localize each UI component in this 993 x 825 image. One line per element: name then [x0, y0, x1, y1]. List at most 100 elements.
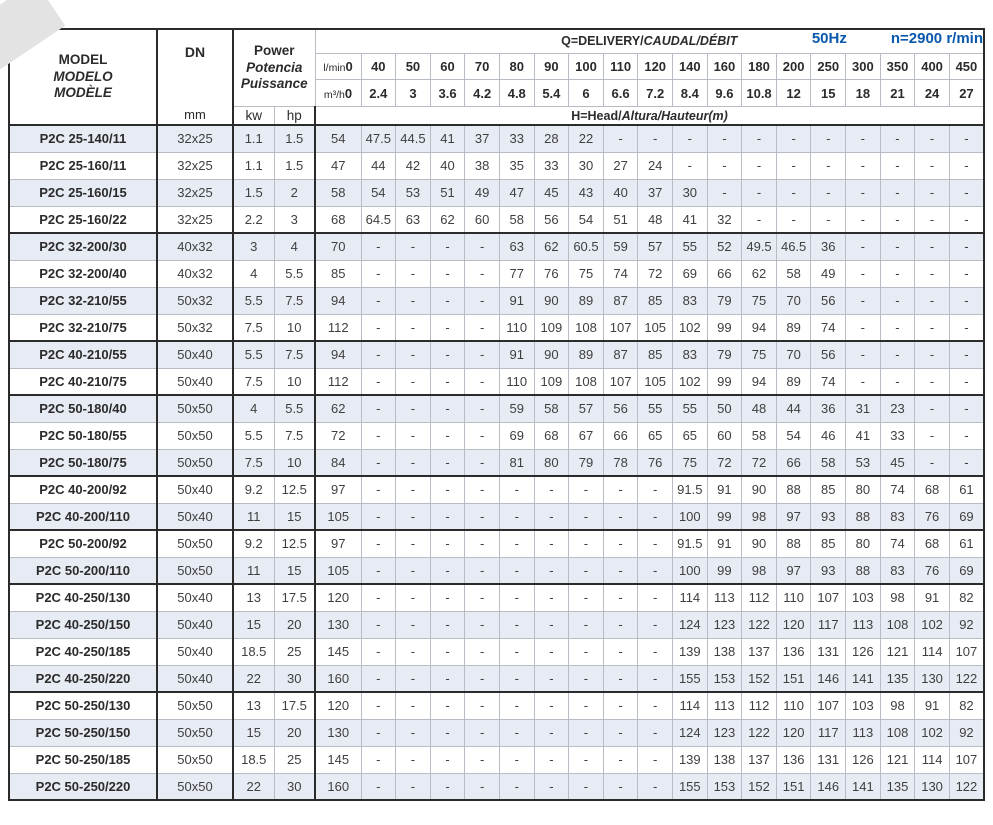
head-value-cell: - — [706, 124, 743, 153]
head-value-cell: - — [395, 259, 431, 288]
head-value-cell: 126 — [845, 745, 881, 774]
head-value-cell: - — [533, 583, 570, 612]
head-value-cell: - — [637, 583, 673, 612]
head-value-cell: 47 — [314, 151, 362, 180]
head-value-cell: 94 — [314, 340, 362, 369]
head-value-cell: 89 — [568, 286, 604, 315]
head-value-cell: - — [637, 664, 673, 693]
head-value-cell: 56 — [810, 340, 847, 369]
hp-cell: 10 — [273, 448, 317, 477]
head-value-cell: - — [360, 421, 397, 450]
head-value-cell: - — [741, 205, 777, 234]
head-value-cell: - — [810, 178, 847, 207]
head-value-cell: 97 — [775, 556, 812, 585]
head-value-cell: 66 — [775, 448, 812, 477]
head-value-cell: 37 — [464, 124, 500, 153]
head-value-cell: - — [775, 178, 812, 207]
head-value-cell: - — [637, 772, 673, 801]
head-value-cell: - — [464, 529, 500, 558]
head-value-cell: 59 — [498, 394, 535, 423]
head-value-cell: - — [533, 691, 570, 720]
head-value-cell: 69 — [672, 259, 708, 288]
head-value-cell: - — [429, 772, 466, 801]
head-value-cell: - — [464, 637, 500, 666]
table-row: P2C 50-200/92 50x50 9.2 12.5 97- - - - - - - - -91.5… — [8, 529, 985, 558]
head-value-cell: 41 — [672, 205, 708, 234]
model-cell: P2C 25-160/22 — [8, 205, 158, 234]
head-value-cell: - — [637, 502, 673, 531]
dn-cell: 50x50 — [156, 691, 234, 720]
head-value-cell: 58 — [314, 178, 362, 207]
dn-cell: 50x50 — [156, 718, 234, 747]
head-value-cell: - — [395, 448, 431, 477]
dn-column-header: DN mm — [156, 28, 234, 126]
flow-zero-value: 0 — [344, 85, 353, 101]
head-value-cell: - — [464, 232, 500, 261]
head-value-cell: - — [429, 313, 466, 342]
model-cell: P2C 40-250/150 — [8, 610, 158, 639]
head-value-cell: 41 — [845, 421, 881, 450]
hp-cell: 10 — [273, 367, 317, 396]
head-value-cell: - — [395, 367, 431, 396]
dn-cell: 50x50 — [156, 394, 234, 423]
head-value-cell: 69 — [498, 421, 535, 450]
head-value-cell: - — [533, 745, 570, 774]
head-value-cell: 63 — [498, 232, 535, 261]
flow-header-cell: 160 — [706, 52, 743, 81]
lmin-zero-header-cell: l/min0 — [314, 52, 362, 81]
head-value-cell: 99 — [706, 502, 743, 531]
head-value-cell: 49.5 — [741, 232, 777, 261]
head-value-cell: 52 — [706, 232, 743, 261]
head-value-cell: 42 — [395, 151, 431, 180]
hp-cell: 5.5 — [273, 394, 317, 423]
model-cell: P2C 32-210/55 — [8, 286, 158, 315]
head-value-cell: 114 — [914, 637, 950, 666]
head-value-cell: 123 — [706, 718, 743, 747]
head-value-cell: 138 — [706, 745, 743, 774]
head-value-cell: - — [637, 556, 673, 585]
head-value-cell: 65 — [637, 421, 673, 450]
head-value-cell: 74 — [602, 259, 639, 288]
head-value-cell: 122 — [741, 610, 777, 639]
head-value-cell: 48 — [637, 205, 673, 234]
head-value-cell: - — [568, 556, 604, 585]
head-value-cell: 24 — [637, 151, 673, 180]
head-value-cell: 44 — [775, 394, 812, 423]
head-value-cell: 110 — [498, 313, 535, 342]
head-value-cell: - — [429, 691, 466, 720]
head-value-cell: 83 — [672, 340, 708, 369]
head-value-cell: 33 — [498, 124, 535, 153]
head-value-cell: - — [464, 664, 500, 693]
speed-label: n=2900 r/min — [890, 30, 983, 47]
head-value-cell: 45 — [533, 178, 570, 207]
head-value-cell: - — [602, 124, 639, 153]
head-value-cell: - — [533, 718, 570, 747]
dn-cell: 50x50 — [156, 421, 234, 450]
delivery-header-row: MODEL MODELO MODÈLE DN mm Power Potencia… — [8, 28, 985, 126]
head-value-cell: - — [637, 529, 673, 558]
table-row: P2C 50-250/220 50x50 22 30 160- - - - - - - - -155 15… — [8, 772, 985, 801]
head-value-cell: 49 — [810, 259, 847, 288]
head-value-cell: - — [948, 340, 985, 369]
head-value-cell: 74 — [810, 367, 847, 396]
head-value-cell: - — [602, 664, 639, 693]
table-row: P2C 40-250/150 50x40 15 20 130- - - - - - - - -124 12… — [8, 610, 985, 639]
head-value-cell: 137 — [741, 745, 777, 774]
dn-cell: 50x50 — [156, 448, 234, 477]
table-header: MODEL MODELO MODÈLE DN mm Power Potencia… — [8, 28, 985, 127]
head-value-cell: - — [706, 151, 743, 180]
head-value-cell: 97 — [314, 529, 362, 558]
head-value-cell: 99 — [706, 367, 743, 396]
head-value-cell: 61 — [948, 475, 985, 504]
table-row: P2C 25-160/11 32x25 1.1 1.5 47 44 42 40 38 35 33 30… — [8, 151, 985, 180]
power-header-es: Potencia — [246, 59, 303, 75]
head-value-cell: - — [637, 691, 673, 720]
flow-header-cell: 4.8 — [498, 79, 535, 108]
head-value-cell: 56 — [533, 205, 570, 234]
flow-header-cell: 10.8 — [741, 79, 777, 108]
flow-header-cell: 24 — [914, 79, 950, 108]
head-value-cell: - — [360, 259, 397, 288]
head-value-cell: 79 — [706, 340, 743, 369]
head-value-cell: 113 — [845, 718, 881, 747]
head-value-cell: - — [533, 556, 570, 585]
